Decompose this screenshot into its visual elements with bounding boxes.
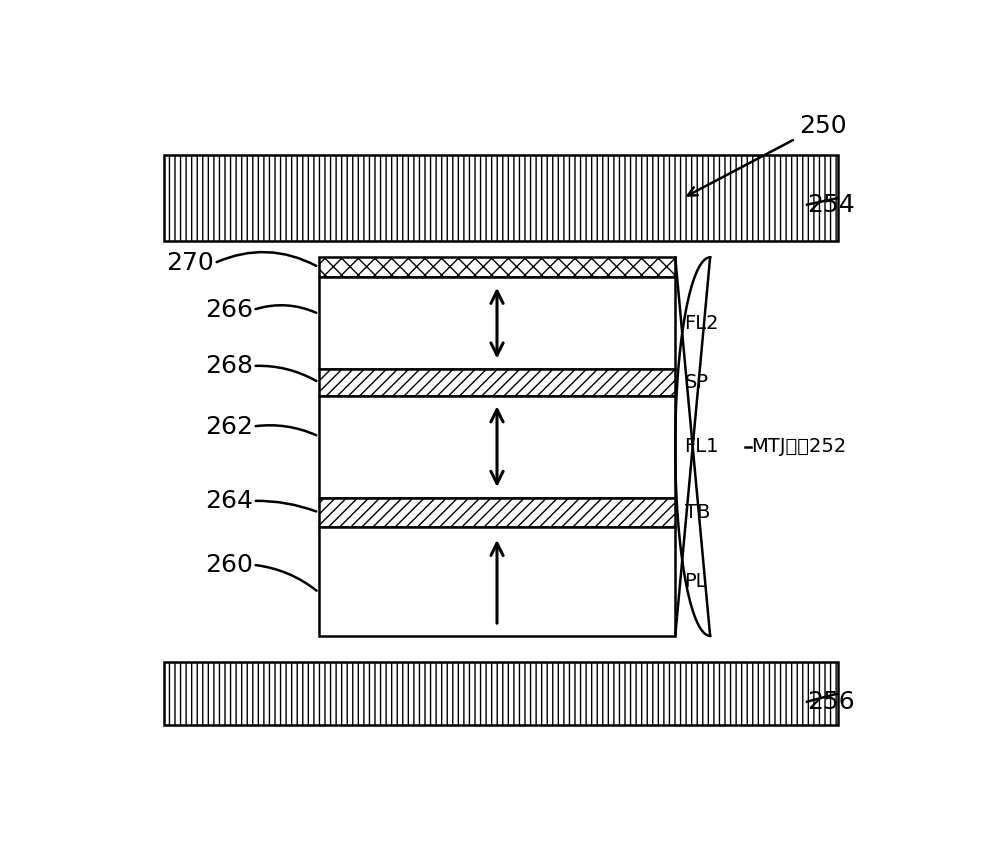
Bar: [319, 528, 675, 636]
Text: 250: 250: [799, 114, 847, 138]
Text: FL2: FL2: [685, 314, 719, 333]
Text: PL: PL: [685, 572, 707, 591]
Bar: [319, 277, 675, 369]
Text: 254: 254: [807, 192, 855, 216]
Text: 266: 266: [205, 298, 253, 322]
Text: 256: 256: [807, 690, 855, 714]
Bar: [319, 369, 675, 396]
Text: SP: SP: [685, 373, 709, 392]
Text: TB: TB: [685, 503, 710, 522]
Text: 262: 262: [205, 415, 253, 439]
Bar: [319, 257, 675, 277]
Text: 264: 264: [205, 489, 253, 513]
Text: 260: 260: [205, 553, 253, 577]
Text: 270: 270: [166, 251, 214, 275]
Bar: [164, 156, 838, 241]
Bar: [164, 662, 838, 725]
Text: MTJ叠堆252: MTJ叠堆252: [751, 437, 846, 456]
Bar: [319, 498, 675, 528]
Bar: [319, 396, 675, 498]
Text: 268: 268: [205, 354, 253, 378]
Text: FL1: FL1: [685, 437, 719, 456]
